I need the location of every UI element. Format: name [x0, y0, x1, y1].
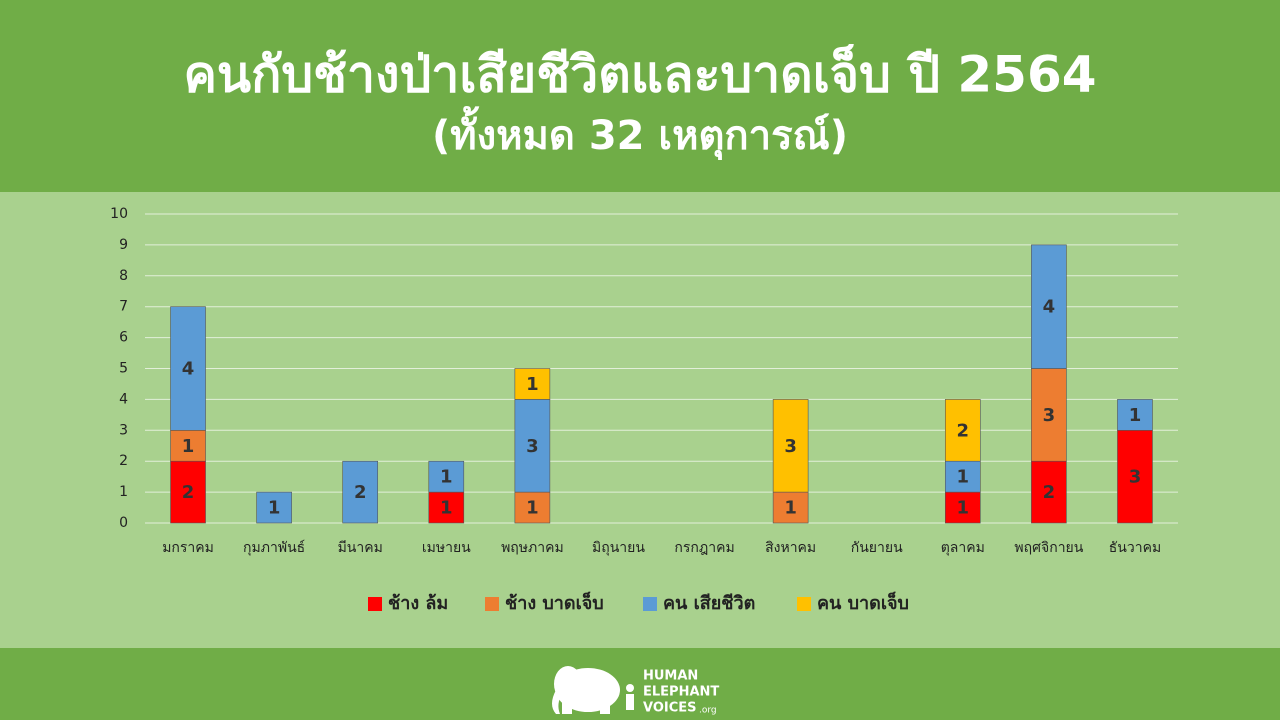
- legend-swatch: [368, 597, 382, 611]
- data-label: 1: [440, 467, 453, 488]
- y-tick-label: 5: [119, 361, 128, 377]
- x-tick-label: กรกฎาคม: [674, 540, 734, 556]
- legend-label: คน เสียชีวิต: [663, 593, 755, 614]
- y-tick-label: 7: [119, 299, 128, 315]
- chart-subtitle: (ทั้งหมด 32 เหตุการณ์): [432, 106, 848, 161]
- bar-segment: [342, 460, 379, 524]
- data-label: 4: [1043, 297, 1056, 318]
- chart-title: คนกับช้างป่าเสียชีวิตและบาดเจ็บ ปี 2564: [183, 44, 1096, 104]
- x-tick-label: สิงหาคม: [765, 540, 816, 556]
- bar-segment: [1117, 399, 1153, 431]
- x-tick-label: ตุลาคม: [941, 540, 985, 556]
- data-label: 1: [1129, 405, 1142, 426]
- y-tick-label: 6: [119, 330, 128, 346]
- bar-segment: [944, 399, 981, 462]
- data-label: 3: [784, 436, 797, 457]
- header-band: [0, 0, 1280, 192]
- bar-segment: [170, 429, 206, 462]
- y-tick-label: 2: [119, 453, 128, 469]
- y-tick-label: 1: [119, 484, 128, 500]
- bar-segment: [170, 460, 206, 524]
- logo-text: VOICES: [643, 701, 697, 716]
- y-tick-label: 3: [119, 422, 128, 438]
- data-label: 1: [526, 498, 539, 519]
- bar-segment: [944, 460, 981, 493]
- footer-band: [0, 648, 1280, 720]
- bar-segment: [514, 491, 551, 524]
- y-tick-label: 10: [110, 206, 128, 222]
- bar-segment: [256, 491, 292, 524]
- logo-icon: [552, 666, 634, 714]
- data-label: 1: [957, 498, 970, 519]
- data-label: 1: [268, 498, 281, 519]
- y-tick-label: 9: [119, 237, 128, 253]
- bar-segment: [514, 368, 551, 400]
- y-tick-label: 4: [119, 391, 128, 407]
- data-label: 1: [526, 374, 539, 395]
- x-tick-label: ธันวาคม: [1109, 540, 1161, 556]
- data-label: 4: [182, 359, 195, 380]
- data-label: 3: [526, 436, 539, 457]
- legend-swatch: [643, 597, 657, 611]
- data-label: 1: [440, 498, 453, 519]
- bar-segment: [772, 399, 809, 493]
- data-label: 2: [957, 420, 970, 441]
- x-tick-label: กุมภาพันธ์: [243, 539, 305, 556]
- legend-swatch: [797, 597, 811, 611]
- data-label: 2: [182, 482, 195, 503]
- y-tick-label: 8: [119, 268, 128, 284]
- data-label: 2: [354, 482, 367, 503]
- legend-label: คน บาดเจ็บ: [817, 591, 909, 614]
- bar-segment: [1031, 368, 1067, 462]
- legend-label: ช้าง บาดเจ็บ: [505, 591, 604, 614]
- logo-text: HUMAN: [643, 669, 698, 684]
- bar-segment: [170, 306, 206, 431]
- data-label: 3: [1043, 405, 1056, 426]
- bar-segment: [944, 491, 981, 524]
- bar-segment: [1031, 244, 1067, 369]
- x-tick-label: มกราคม: [162, 540, 214, 556]
- data-label: 1: [182, 436, 195, 457]
- bar-segment: [1117, 429, 1153, 524]
- x-tick-label: พฤษภาคม: [501, 540, 564, 556]
- x-tick-label: เมษายน: [422, 540, 471, 556]
- data-label: 3: [1129, 467, 1142, 488]
- x-tick-label: กันยายน: [851, 540, 903, 556]
- x-tick-label: มีนาคม: [338, 540, 383, 556]
- logo-text: ELEPHANT: [643, 685, 719, 700]
- x-tick-label: มิถุนายน: [592, 540, 645, 556]
- bar-segment: [428, 460, 465, 493]
- data-label: 2: [1043, 482, 1056, 503]
- bar-segment: [772, 491, 809, 524]
- bar-segment: [428, 491, 465, 524]
- data-label: 1: [957, 467, 970, 488]
- bar-segment: [1031, 460, 1067, 524]
- bar-segment: [514, 399, 551, 493]
- legend-label: ช้าง ล้ม: [388, 593, 448, 614]
- data-label: 1: [784, 498, 797, 519]
- y-tick-label: 0: [119, 515, 128, 531]
- legend-swatch: [485, 597, 499, 611]
- x-tick-label: พฤศจิกายน: [1014, 540, 1083, 556]
- logo-text: .org: [699, 706, 717, 716]
